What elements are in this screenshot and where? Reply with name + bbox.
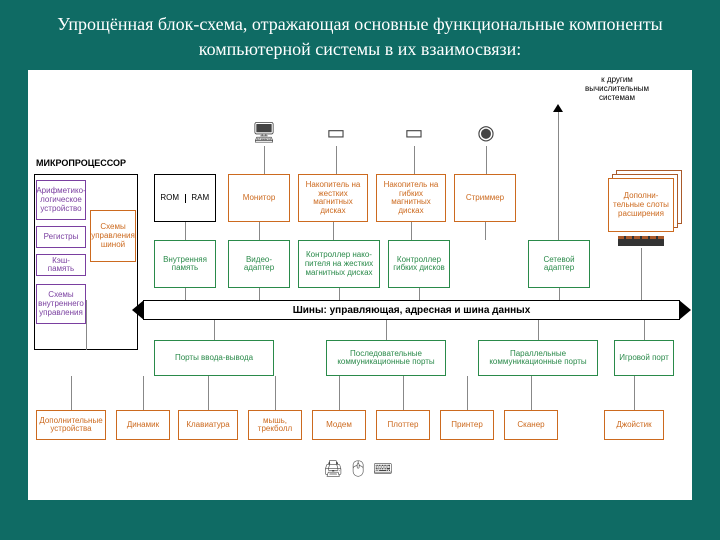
plotter: Плоттер (376, 410, 430, 440)
ioports: Порты ввода-вывода (154, 340, 274, 376)
keyboard: Клавиатура (178, 410, 238, 440)
hddctl: Контроллер нако-пителя на жестких магнит… (298, 240, 380, 288)
hdd: Накопитель на жестких магнитных дисках (298, 174, 368, 222)
external-systems-label: к другим вычислительным системам (572, 76, 662, 102)
intmem: Внутренняя память (154, 240, 216, 288)
speaker: Динамик (116, 410, 170, 440)
printer: Принтер (440, 410, 494, 440)
microprocessor-header: МИКРОПРОЦЕССОР (36, 158, 126, 168)
monitor: Монитор (228, 174, 290, 222)
ctl: Схемы управления шиной (90, 210, 136, 262)
extdev: Дополнительные устройства (36, 410, 106, 440)
floppy: Накопитель на гибких магнитных дисках (376, 174, 446, 222)
video: Видео-адаптер (228, 240, 290, 288)
monitor-dev-icon: 🖥 (246, 118, 282, 146)
joystick: Джойстик (604, 410, 664, 440)
parallel: Параллельные коммуникационные порты (478, 340, 598, 376)
peripheral-icons: 🖨 🖱 ⌨ (298, 455, 418, 483)
fddctl: Контроллер гибких дисков (388, 240, 450, 288)
streamer: Стриммер (454, 174, 516, 222)
romram: ROMRAM (154, 174, 216, 222)
serial: Последовательные коммуникационные порты (326, 340, 446, 376)
block-diagram: к другим вычислительным системам МИКРОПРО… (28, 70, 692, 500)
scanner: Сканер (504, 410, 558, 440)
exp: Дополни-тельные слоты расширения (608, 178, 674, 232)
floppy-dev-icon: ▭ (396, 118, 432, 146)
mouse: мышь, трекболл (248, 410, 302, 440)
netcard: Сетевой адаптер (528, 240, 590, 288)
slide-title: Упрощённая блок-схема, отражающая основн… (0, 0, 720, 70)
ictl: Схемы внутреннего управления (36, 284, 86, 324)
reg: Регистры (36, 226, 86, 248)
streamer-dev-icon: ◉ (468, 118, 504, 146)
modem: Модем (312, 410, 366, 440)
system-bus: Шины: управляющая, адресная и шина данны… (143, 300, 680, 320)
gameport: Игровой порт (614, 340, 674, 376)
hdd-dev-icon: ▭ (318, 118, 354, 146)
alu: Арифметико-логическое устройство (36, 180, 86, 220)
cache: Кэш-память (36, 254, 86, 276)
